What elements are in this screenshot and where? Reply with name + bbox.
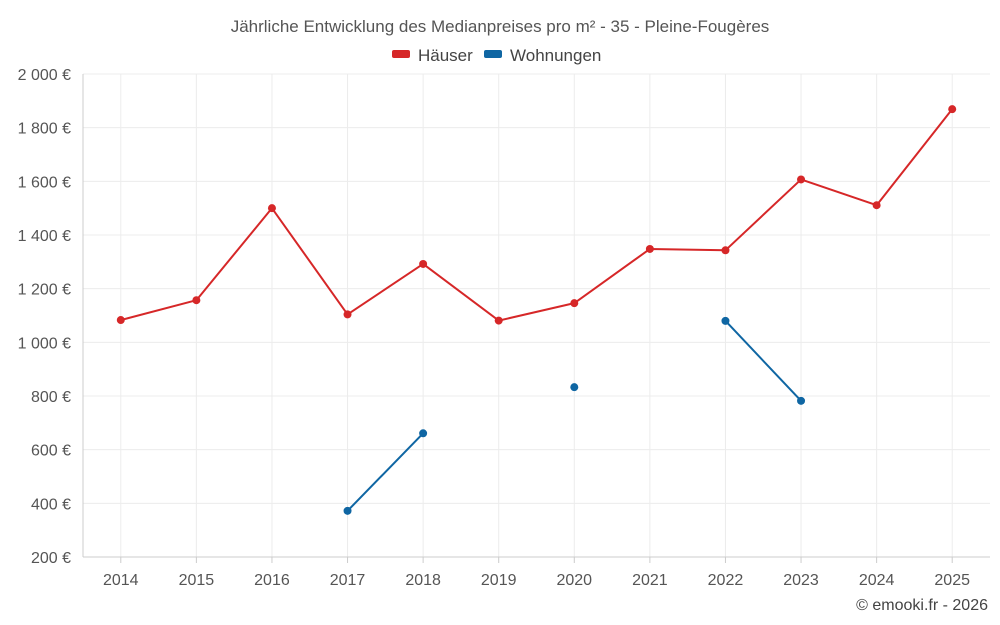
y-tick-label: 1 800 € — [18, 121, 71, 138]
x-tick-label: 2014 — [103, 572, 139, 589]
series-line — [724, 320, 802, 402]
y-tick-label: 600 € — [31, 443, 71, 460]
y-tick-label: 1 400 € — [18, 228, 71, 245]
legend-swatch — [392, 50, 410, 58]
data-point — [570, 299, 579, 308]
y-tick-label: 200 € — [31, 550, 71, 567]
data-point — [570, 383, 579, 392]
x-tick-label: 2023 — [783, 572, 819, 589]
x-tick-label: 2022 — [708, 572, 744, 589]
data-point — [797, 175, 806, 184]
chart-title: Jährliche Entwicklung des Medianpreises … — [231, 17, 770, 36]
data-point — [721, 246, 730, 255]
x-tick-label: 2024 — [859, 572, 895, 589]
y-tick-label: 2 000 € — [18, 67, 71, 84]
data-point — [645, 244, 654, 253]
x-tick-label: 2025 — [934, 572, 970, 589]
y-tick-label: 1 000 € — [18, 335, 71, 352]
axes: 200 € 400 € 600 € 800 € 1 000 € 1 200 € 1 400 … — [18, 67, 990, 589]
series — [116, 105, 957, 515]
data-point — [419, 259, 428, 268]
legend: Häuser Wohnungen — [392, 46, 601, 65]
data-point — [872, 201, 881, 210]
legend-label: Häuser — [418, 46, 473, 65]
data-point — [797, 396, 806, 405]
data-point — [116, 316, 125, 325]
legend-swatch — [484, 50, 502, 58]
credit-text: © emooki.fr - 2026 — [856, 597, 988, 614]
grid — [83, 73, 990, 557]
x-tick-label: 2019 — [481, 572, 517, 589]
data-point — [343, 506, 352, 515]
legend-label: Wohnungen — [510, 46, 601, 65]
data-point — [419, 429, 428, 438]
data-point — [343, 310, 352, 319]
data-point — [948, 105, 957, 114]
data-point — [721, 316, 730, 325]
data-point — [494, 316, 503, 325]
y-tick-label: 400 € — [31, 496, 71, 513]
x-tick-label: 2020 — [556, 572, 592, 589]
x-tick-label: 2018 — [405, 572, 441, 589]
x-tick-label: 2021 — [632, 572, 668, 589]
x-tick-label: 2015 — [179, 572, 215, 589]
y-tick-label: 1 600 € — [18, 174, 71, 191]
x-tick-label: 2017 — [330, 572, 366, 589]
y-tick-label: 1 200 € — [18, 282, 71, 299]
y-tick-label: 800 € — [31, 389, 71, 406]
series-line — [346, 432, 424, 512]
series-line — [120, 108, 953, 322]
x-tick-label: 2016 — [254, 572, 290, 589]
data-point — [192, 296, 201, 305]
data-point — [267, 204, 276, 213]
